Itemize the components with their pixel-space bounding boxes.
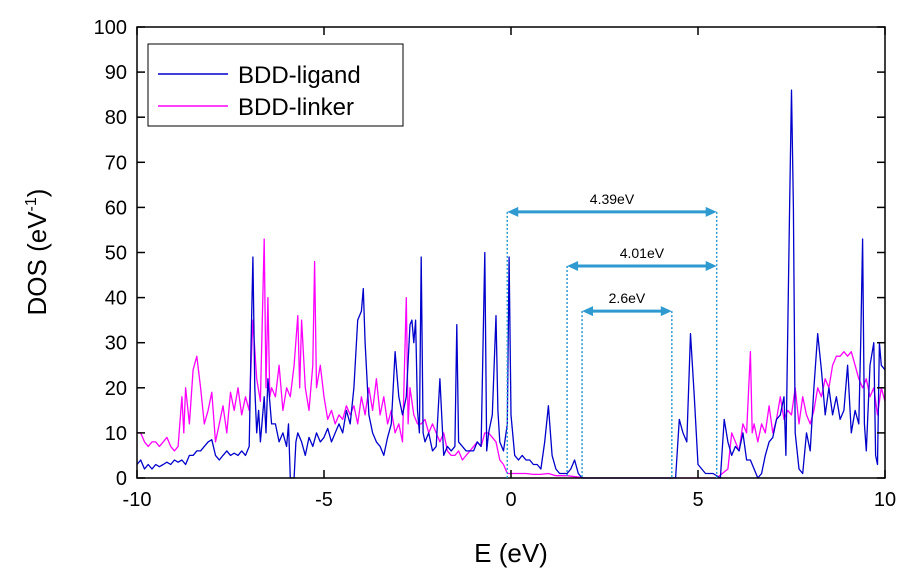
y-tick-label: 80 [105, 107, 127, 129]
y-tick-label: 60 [105, 197, 127, 219]
x-tick-label: 5 [692, 489, 703, 511]
y-tick-label: 100 [94, 17, 127, 39]
x-tick-label: -5 [315, 489, 333, 511]
series-line-bdd-ligand [136, 89, 886, 479]
legend-label-bdd-linker: BDD-linker [238, 94, 354, 121]
y-tick-label: 50 [105, 243, 127, 265]
y-tick-label: 40 [105, 288, 127, 310]
gap-label: 4.01eV [620, 245, 665, 261]
gap-arrow-head-left [582, 306, 594, 317]
x-tick-label: 0 [505, 489, 516, 511]
y-tick-label: 10 [105, 423, 127, 445]
legend-label-bdd-ligand: BDD-ligand [238, 62, 361, 89]
gap-label: 2.6eV [609, 290, 646, 306]
x-tick-label: 10 [874, 489, 896, 511]
legend-box [147, 43, 404, 127]
y-tick-label: 70 [105, 152, 127, 174]
gap-arrow-head-right [705, 261, 717, 272]
y-tick-label: 90 [105, 62, 127, 84]
gap-arrow-head-right [705, 206, 717, 217]
gap-label: 4.39eV [590, 191, 635, 207]
gap-arrow-head-right [660, 306, 672, 317]
y-axis-ticks: 0 10 20 30 40 50 60 70 80 90 100 [94, 17, 885, 490]
y-tick-label: 0 [116, 468, 127, 490]
gap-arrow-head-left [507, 206, 519, 217]
y-tick-label: 20 [105, 378, 127, 400]
band-gap-annotations: 4.39eV 4.01eV 2.6eV [506, 191, 718, 478]
x-tick-label: -10 [123, 489, 152, 511]
y-tick-label: 30 [105, 333, 127, 355]
plot-content [136, 89, 886, 479]
x-axis-title: E (eV) [474, 538, 548, 568]
legend: BDD-ligand BDD-linker [147, 43, 404, 127]
y-axis-title: DOS (eV-1) [22, 189, 52, 316]
x-axis-ticks: -10 -5 0 5 10 [123, 27, 896, 511]
gap-arrow-head-left [567, 261, 579, 272]
